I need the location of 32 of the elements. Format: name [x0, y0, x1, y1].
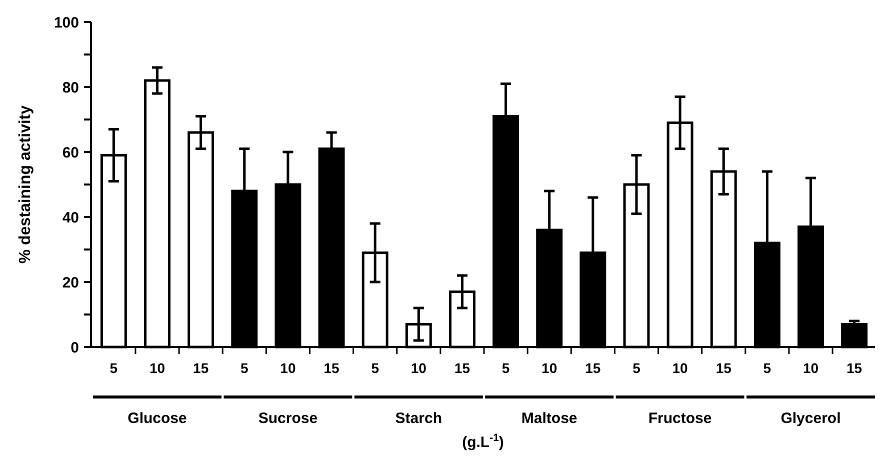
text: Glucose	[128, 410, 187, 427]
x-tick-label: 10	[802, 360, 819, 376]
x-tick-label: 5	[240, 360, 248, 376]
x-tick-label: 15	[716, 360, 732, 376]
x-tick-label: 5	[763, 360, 772, 376]
x-tick-label: 15	[846, 360, 862, 376]
x-tick-label: 15	[193, 360, 209, 376]
y-tick-label: 20	[62, 274, 79, 292]
x-tick-label: 10	[410, 360, 427, 376]
x-tick-label: 10	[542, 360, 558, 376]
x-tick-label: 10	[280, 360, 296, 376]
x-tick-label: 15	[454, 360, 470, 376]
text: Glycerol	[780, 410, 841, 427]
text: Fructose	[648, 410, 712, 427]
x-tick-label: 5	[110, 360, 118, 376]
y-tick-label: 60	[62, 144, 79, 162]
x-tick-label: 5	[632, 360, 641, 376]
text: Maltose	[521, 410, 578, 427]
x-tick-label: 15	[585, 360, 601, 376]
x-tick-label: 5	[502, 360, 510, 376]
x-axis-title: (g.L$^{-1}$)	[462, 432, 504, 451]
y-tick-label: 100	[54, 14, 79, 32]
x-tick-label: 10	[149, 360, 166, 376]
y-tick-label: 80	[62, 79, 79, 96]
x-tick-label: 5	[371, 360, 380, 376]
text: Starch	[395, 410, 442, 427]
x-tick-label: 10	[672, 360, 688, 376]
x-tick-label: 15	[324, 360, 340, 376]
text: Sucrose	[258, 410, 318, 427]
y-tick-label: 0	[70, 339, 79, 356]
y-tick-label: 40	[62, 209, 79, 226]
y-axis-title: % destaining activity	[17, 105, 34, 264]
